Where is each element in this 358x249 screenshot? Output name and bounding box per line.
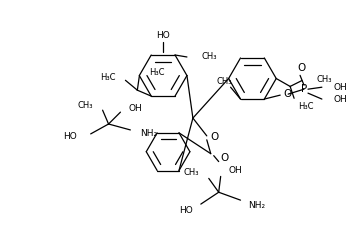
Text: OH: OH <box>334 95 348 104</box>
Text: HO: HO <box>179 205 193 215</box>
Text: O: O <box>283 89 291 99</box>
Text: O: O <box>297 63 305 73</box>
Text: H₃C: H₃C <box>100 73 116 82</box>
Text: H₃C: H₃C <box>298 102 314 111</box>
Text: P: P <box>301 84 307 94</box>
Text: O: O <box>211 132 219 142</box>
Text: NH₂: NH₂ <box>140 129 158 138</box>
Text: HO: HO <box>63 132 77 141</box>
Text: CH₃: CH₃ <box>183 168 199 177</box>
Text: H₃C: H₃C <box>149 68 165 77</box>
Text: O: O <box>221 153 229 163</box>
Text: CH₃: CH₃ <box>317 75 333 84</box>
Text: CH₃: CH₃ <box>77 101 93 110</box>
Text: NH₂: NH₂ <box>248 201 266 210</box>
Text: OH: OH <box>129 104 142 113</box>
Text: HO: HO <box>156 31 170 41</box>
Text: OH: OH <box>229 166 242 175</box>
Text: OH: OH <box>334 83 348 92</box>
Text: CH₃: CH₃ <box>217 77 232 86</box>
Text: CH₃: CH₃ <box>202 53 217 62</box>
